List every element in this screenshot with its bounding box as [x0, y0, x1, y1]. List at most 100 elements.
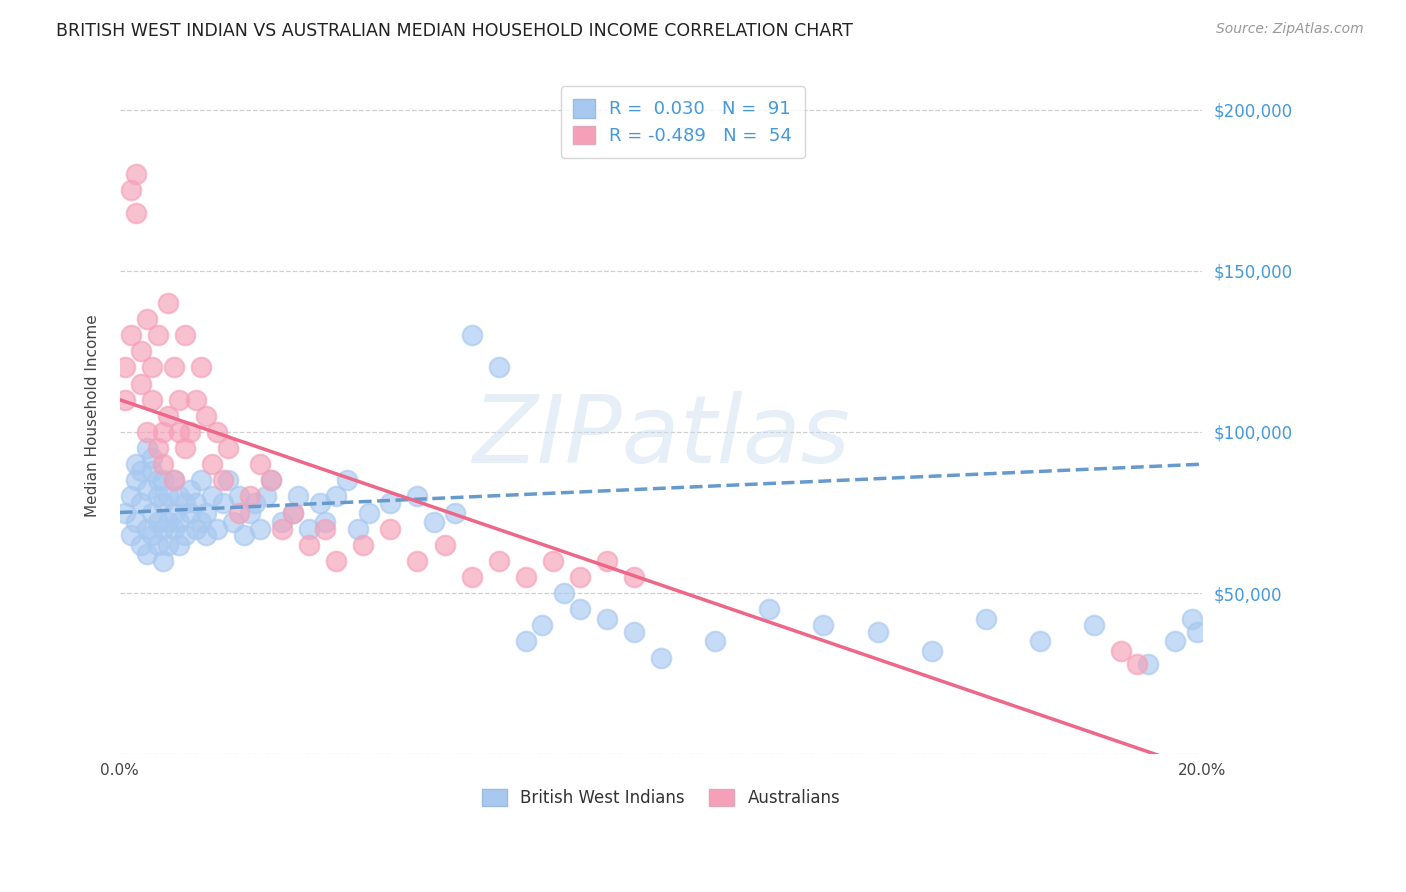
Point	[169, 538, 191, 552]
Point	[260, 473, 283, 487]
Point	[173, 528, 195, 542]
Point	[314, 515, 336, 529]
Point	[157, 515, 180, 529]
Point	[314, 522, 336, 536]
Point	[813, 618, 835, 632]
Point	[281, 506, 304, 520]
Point	[239, 506, 262, 520]
Point	[211, 473, 233, 487]
Point	[233, 528, 256, 542]
Point	[1109, 644, 1132, 658]
Point	[623, 570, 645, 584]
Point	[568, 602, 591, 616]
Point	[650, 650, 672, 665]
Point	[260, 473, 283, 487]
Text: BRITISH WEST INDIAN VS AUSTRALIAN MEDIAN HOUSEHOLD INCOME CORRELATION CHART: BRITISH WEST INDIAN VS AUSTRALIAN MEDIAN…	[56, 22, 853, 40]
Point	[141, 392, 163, 407]
Point	[568, 570, 591, 584]
Point	[1164, 634, 1187, 648]
Point	[169, 515, 191, 529]
Point	[146, 489, 169, 503]
Point	[152, 522, 174, 536]
Point	[325, 489, 347, 503]
Point	[120, 328, 142, 343]
Point	[380, 522, 402, 536]
Point	[596, 612, 619, 626]
Point	[211, 496, 233, 510]
Point	[163, 506, 186, 520]
Point	[281, 506, 304, 520]
Point	[357, 506, 380, 520]
Y-axis label: Median Household Income: Median Household Income	[86, 315, 100, 517]
Point	[201, 457, 224, 471]
Point	[309, 496, 332, 510]
Point	[1126, 657, 1149, 671]
Point	[135, 548, 157, 562]
Point	[460, 570, 482, 584]
Point	[1137, 657, 1160, 671]
Point	[325, 554, 347, 568]
Point	[352, 538, 374, 552]
Point	[157, 409, 180, 423]
Point	[515, 570, 537, 584]
Point	[190, 360, 212, 375]
Point	[152, 554, 174, 568]
Point	[287, 489, 309, 503]
Point	[222, 515, 245, 529]
Point	[184, 522, 207, 536]
Point	[152, 425, 174, 439]
Point	[866, 624, 889, 639]
Point	[217, 441, 239, 455]
Point	[488, 554, 510, 568]
Point	[146, 328, 169, 343]
Point	[157, 538, 180, 552]
Point	[114, 392, 136, 407]
Point	[152, 473, 174, 487]
Point	[380, 496, 402, 510]
Point	[228, 506, 250, 520]
Point	[141, 464, 163, 478]
Point	[195, 528, 218, 542]
Point	[163, 473, 186, 487]
Point	[530, 618, 553, 632]
Point	[141, 450, 163, 465]
Point	[125, 167, 148, 181]
Point	[141, 360, 163, 375]
Point	[406, 554, 429, 568]
Point	[146, 515, 169, 529]
Point	[336, 473, 359, 487]
Point	[135, 483, 157, 497]
Point	[131, 464, 153, 478]
Point	[152, 457, 174, 471]
Point	[114, 506, 136, 520]
Point	[347, 522, 370, 536]
Point	[444, 506, 467, 520]
Point	[623, 624, 645, 639]
Text: ZIPatlas: ZIPatlas	[472, 391, 851, 482]
Point	[228, 489, 250, 503]
Point	[120, 528, 142, 542]
Point	[157, 489, 180, 503]
Point	[179, 483, 201, 497]
Legend: British West Indians, Australians: British West Indians, Australians	[475, 782, 848, 814]
Point	[205, 425, 228, 439]
Point	[1185, 624, 1208, 639]
Point	[173, 328, 195, 343]
Point	[135, 425, 157, 439]
Point	[239, 489, 262, 503]
Point	[135, 522, 157, 536]
Point	[114, 360, 136, 375]
Point	[488, 360, 510, 375]
Point	[141, 528, 163, 542]
Point	[249, 522, 271, 536]
Point	[515, 634, 537, 648]
Point	[460, 328, 482, 343]
Point	[131, 344, 153, 359]
Point	[553, 586, 575, 600]
Point	[596, 554, 619, 568]
Point	[146, 538, 169, 552]
Point	[190, 473, 212, 487]
Point	[152, 496, 174, 510]
Point	[120, 183, 142, 197]
Point	[1029, 634, 1052, 648]
